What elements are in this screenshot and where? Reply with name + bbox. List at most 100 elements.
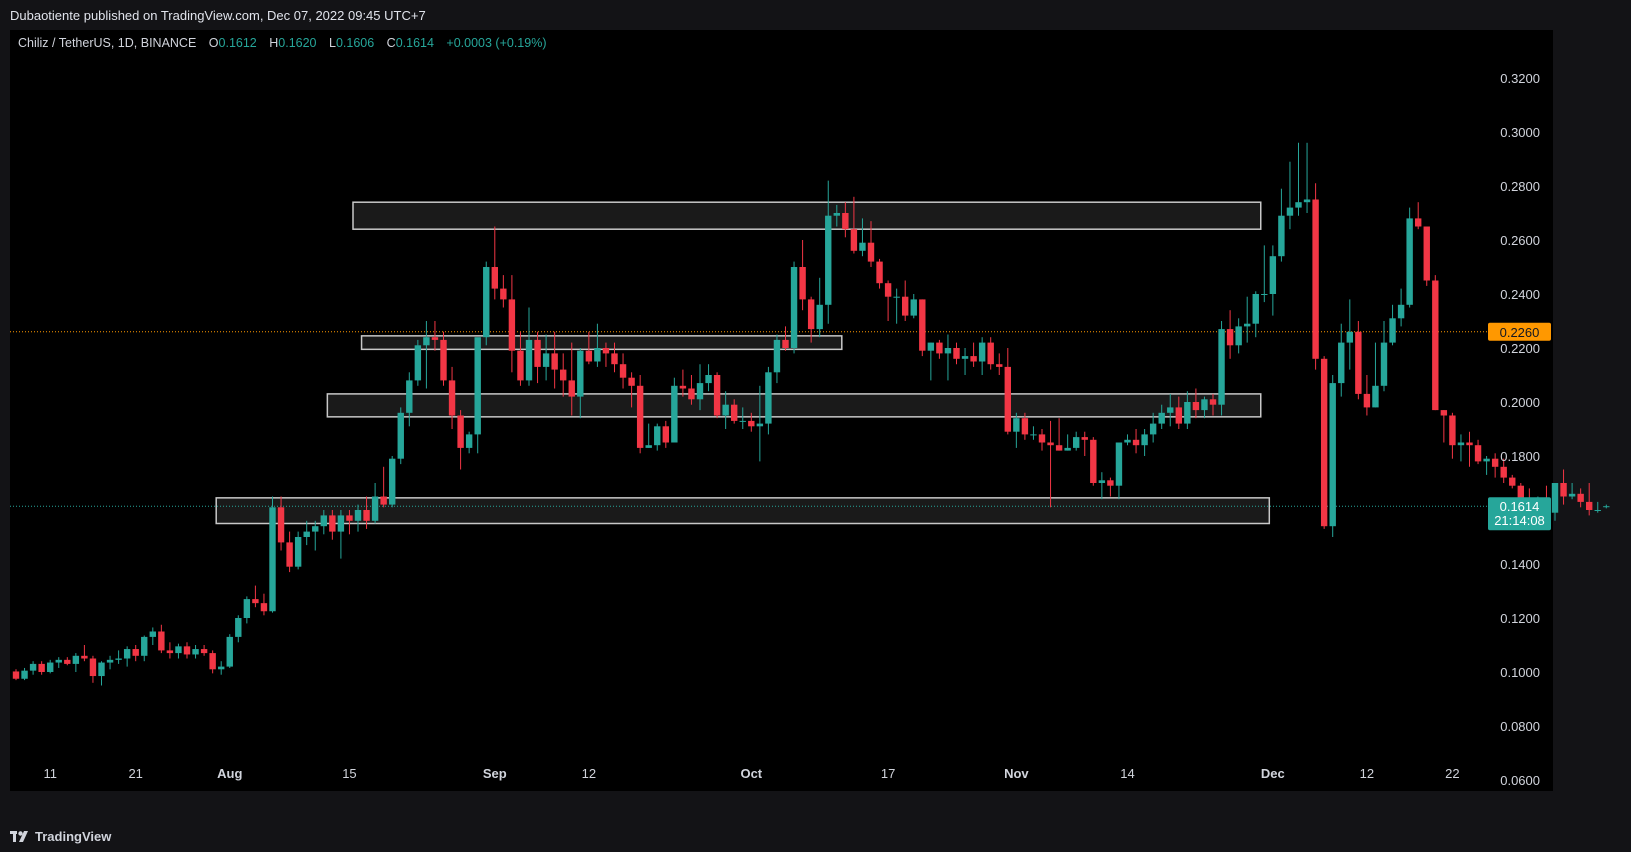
candle-body	[508, 299, 516, 351]
candle-body	[286, 542, 293, 567]
zone-rect-2	[360, 335, 843, 351]
candle-body	[902, 296, 909, 316]
brand-label: TradingView	[35, 829, 112, 844]
y-tick-label: 0.3200	[1500, 71, 1540, 86]
x-tick-label: Sep	[483, 766, 507, 781]
chart-pane[interactable]	[10, 30, 1553, 791]
candle-body	[38, 663, 45, 672]
candle-body	[1594, 510, 1601, 511]
x-tick-label: 21	[128, 766, 142, 781]
candle-body	[1415, 218, 1422, 227]
high-value: 0.1620	[278, 36, 317, 50]
y-tick-label: 0.0800	[1500, 719, 1540, 734]
candle-body	[577, 350, 584, 397]
y-tick-label: 0.1800	[1500, 449, 1540, 464]
candle-body	[354, 510, 362, 521]
x-tick-label: 15	[342, 766, 356, 781]
candle-body	[799, 267, 806, 300]
candle-body	[859, 242, 866, 251]
candle-body	[919, 299, 926, 351]
candle-body	[585, 350, 593, 362]
candle-body	[987, 342, 994, 365]
candle-body	[1560, 483, 1567, 497]
candle-body	[671, 385, 678, 443]
candle-body	[303, 531, 310, 537]
y-tick-label: 0.0600	[1500, 773, 1540, 788]
candle-body	[1055, 445, 1063, 451]
candle-body	[825, 215, 832, 305]
candle-body	[1149, 423, 1157, 435]
candle-body	[1491, 458, 1499, 467]
candle-body	[1568, 493, 1576, 497]
candle-body	[731, 404, 738, 421]
candle-body	[1389, 318, 1396, 343]
open-label: O	[208, 36, 219, 50]
candle-body	[1517, 485, 1524, 500]
candle-body	[594, 348, 601, 362]
candle-body	[927, 342, 935, 351]
candle-body	[277, 507, 285, 543]
candle-body	[158, 631, 165, 651]
zone-rect-1	[352, 201, 1262, 230]
candle-body	[337, 515, 345, 532]
candle-body	[654, 426, 661, 446]
level-price-tag	[1488, 322, 1551, 341]
candle-body	[132, 649, 139, 656]
candle-body	[961, 356, 969, 359]
candle-body	[1073, 437, 1080, 448]
x-tick-label: 11	[43, 766, 57, 781]
candle-body	[816, 304, 823, 330]
candle-body	[226, 636, 233, 667]
candle-body	[1380, 342, 1388, 386]
candle-body	[1397, 304, 1405, 319]
candle-body	[807, 299, 815, 330]
candle-body	[645, 445, 652, 448]
candle-body	[1474, 445, 1482, 462]
current-price-label: 0.1614	[1500, 499, 1540, 514]
candle-body	[1295, 202, 1302, 208]
candle-body	[448, 380, 456, 416]
candle-body	[371, 496, 379, 521]
candle-body	[243, 599, 251, 618]
close-label: C	[386, 36, 396, 50]
candle-body	[200, 649, 208, 654]
candle-body	[1338, 342, 1345, 384]
candle-body	[611, 353, 618, 365]
zone-rect-4	[215, 497, 1271, 525]
candle-body	[696, 383, 704, 400]
candle-body	[551, 353, 558, 370]
candle-body	[209, 653, 216, 670]
candle-body	[81, 655, 88, 659]
candle-body	[1226, 329, 1234, 346]
candle-body	[1509, 477, 1516, 486]
candle-body	[483, 267, 490, 338]
candle-body	[790, 267, 798, 348]
high-label: H	[269, 36, 279, 50]
candle-body	[235, 618, 242, 637]
candle-body	[1440, 410, 1448, 416]
current-price-tag	[1488, 497, 1551, 531]
candle-body	[175, 646, 182, 654]
tradingview-logo[interactable]: TradingView	[10, 829, 111, 844]
y-tick-label: 0.2000	[1500, 395, 1540, 410]
candle-body	[867, 242, 875, 262]
candle-body	[1209, 399, 1217, 405]
candle-body	[910, 299, 917, 316]
candle-body	[602, 348, 610, 354]
candle-body	[1244, 323, 1251, 327]
candle-body	[1004, 366, 1011, 432]
candle-body	[876, 261, 883, 284]
candle-body	[406, 380, 413, 413]
candle-body	[713, 375, 721, 416]
candle-body	[568, 380, 575, 397]
candle-body	[106, 659, 114, 663]
candle-body	[329, 515, 336, 532]
candle-body	[500, 288, 507, 300]
symbol-legend: Chiliz / TetherUS, 1D, BINANCE O0.1612 H…	[18, 36, 546, 50]
symbol-name[interactable]: Chiliz / TetherUS, 1D, BINANCE	[18, 36, 197, 50]
candle-body	[953, 348, 960, 359]
candle-body	[1500, 466, 1507, 478]
candle-body	[1303, 199, 1311, 203]
candle-body	[1449, 415, 1456, 446]
